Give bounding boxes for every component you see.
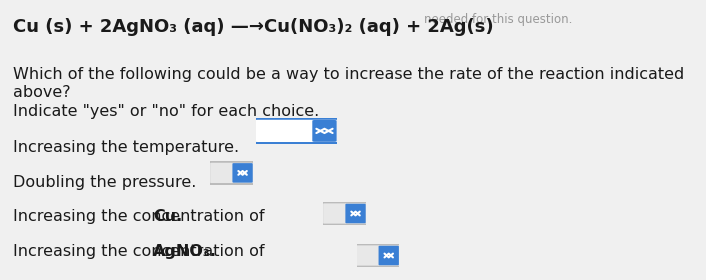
FancyBboxPatch shape (312, 120, 337, 142)
Text: needed for this question.: needed for this question. (424, 13, 572, 25)
FancyBboxPatch shape (209, 162, 254, 184)
Text: Increasing the concentration of: Increasing the concentration of (13, 244, 269, 259)
FancyBboxPatch shape (254, 118, 340, 143)
Text: Which of the following could be a way to increase the rate of the reaction indic: Which of the following could be a way to… (13, 67, 684, 82)
Text: Indicate "yes" or "no" for each choice.: Indicate "yes" or "no" for each choice. (13, 104, 319, 119)
Text: Doubling the pressure.: Doubling the pressure. (13, 175, 196, 190)
FancyBboxPatch shape (232, 163, 253, 183)
FancyBboxPatch shape (378, 246, 399, 265)
Text: AgNO₃.: AgNO₃. (152, 244, 217, 259)
FancyBboxPatch shape (355, 244, 400, 267)
Text: Increasing the concentration of: Increasing the concentration of (13, 209, 269, 224)
Text: Cu (s) + 2AgNO₃ (aq) —→Cu(NO₃)₂ (aq) + 2Ag(s): Cu (s) + 2AgNO₃ (aq) —→Cu(NO₃)₂ (aq) + 2… (13, 18, 493, 36)
FancyBboxPatch shape (322, 202, 367, 225)
FancyBboxPatch shape (345, 204, 366, 223)
Text: above?: above? (13, 85, 71, 101)
Text: Increasing the temperature.: Increasing the temperature. (13, 140, 239, 155)
Text: Cu.: Cu. (152, 209, 182, 224)
